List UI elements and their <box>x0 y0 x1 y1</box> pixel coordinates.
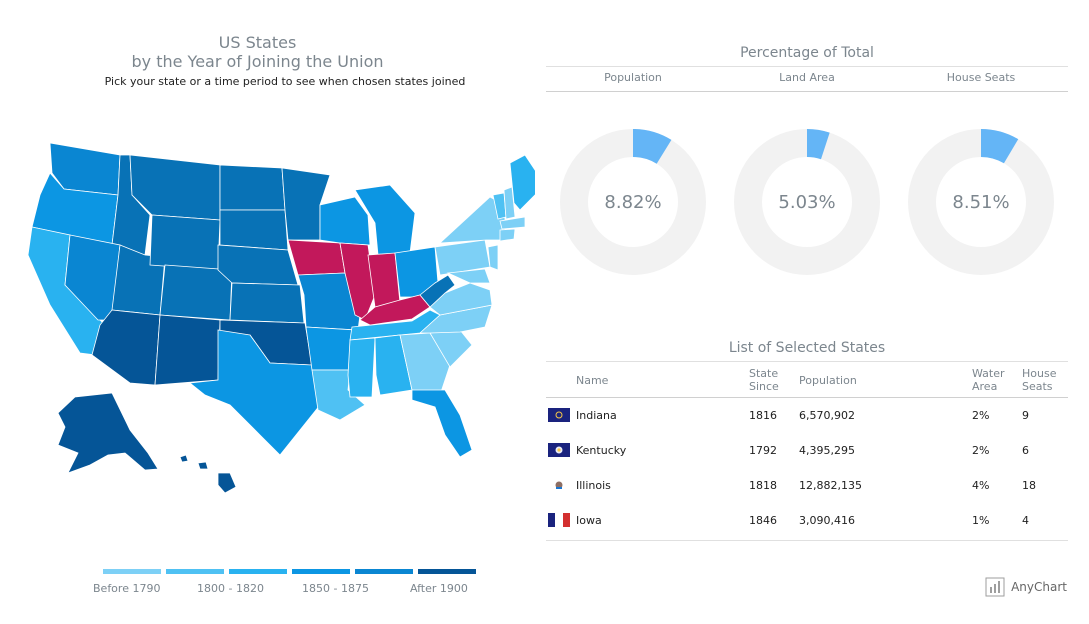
row-name: Illinois <box>576 479 611 492</box>
row-name: Indiana <box>576 409 617 422</box>
state-new-hampshire[interactable] <box>503 186 516 220</box>
table-row[interactable]: Iowa 1846 3,090,416 1% 4 <box>546 506 1068 536</box>
header-state-since: State Since <box>749 367 779 393</box>
state-maryland[interactable] <box>446 268 491 284</box>
state-maine[interactable] <box>509 154 535 211</box>
row-seats: 4 <box>1022 514 1029 527</box>
state-arizona[interactable] <box>91 309 161 386</box>
divider <box>546 540 1068 541</box>
iowa-flag-icon <box>548 513 570 527</box>
row-seats: 9 <box>1022 409 1029 422</box>
state-mississippi[interactable] <box>347 337 376 398</box>
row-water: 2% <box>972 409 990 422</box>
table-row[interactable]: Kentucky 1792 4,395,295 2% 6 <box>546 436 1068 466</box>
table-row[interactable]: Indiana 1816 6,570,902 2% 9 <box>546 401 1068 431</box>
state-hawaii[interactable] <box>179 454 237 494</box>
donut-value: 5.03% <box>778 192 835 213</box>
row-population: 6,570,902 <box>799 409 855 422</box>
state-alaska[interactable] <box>57 392 159 474</box>
header-population: Population <box>799 374 857 387</box>
row-population: 4,395,295 <box>799 444 855 457</box>
donut-fill <box>734 129 880 275</box>
donut-land-area[interactable]: 5.03% <box>733 128 881 276</box>
row-population: 3,090,416 <box>799 514 855 527</box>
donut-value: 8.51% <box>952 192 1009 213</box>
header-water-area: Water Area <box>972 367 1005 393</box>
donut-house-seats[interactable]: 8.51% <box>907 128 1055 276</box>
state-connecticut[interactable] <box>499 228 516 242</box>
donut-fill <box>908 129 1054 275</box>
state-iowa[interactable] <box>287 239 346 276</box>
header-since-line1: State <box>749 367 779 380</box>
divider <box>546 66 1068 67</box>
anychart-logo-icon <box>985 577 1005 597</box>
column-header-population: Population <box>604 71 662 84</box>
divider <box>546 397 1068 398</box>
row-water: 1% <box>972 514 990 527</box>
legend-range-1800-1820[interactable] <box>229 569 287 574</box>
header-since-line2: Since <box>749 380 779 393</box>
anychart-credit[interactable]: AnyChart <box>985 577 1067 597</box>
state-arkansas[interactable] <box>305 326 356 371</box>
row-since: 1818 <box>749 479 777 492</box>
row-since: 1816 <box>749 409 777 422</box>
legend-label-before-1790: Before 1790 <box>93 582 161 595</box>
state-wyoming[interactable] <box>149 214 221 271</box>
divider <box>546 91 1068 92</box>
row-name: Kentucky <box>576 444 627 457</box>
list-title: List of Selected States <box>728 340 886 356</box>
donut-population[interactable]: 8.82% <box>559 128 707 276</box>
state-new-jersey[interactable] <box>487 244 499 271</box>
kentucky-flag-icon <box>548 443 570 457</box>
map-title: US States by the Year of Joining the Uni… <box>0 33 515 71</box>
state-north-dakota[interactable] <box>219 164 286 211</box>
state-massachusetts[interactable] <box>499 216 526 230</box>
table-row[interactable]: Illinois 1818 12,882,135 4% 18 <box>546 471 1068 501</box>
divider <box>546 361 1068 362</box>
legend-range-1790-1800[interactable] <box>166 569 224 574</box>
legend-label-1800-1820: 1800 - 1820 <box>197 582 264 595</box>
state-alabama[interactable] <box>374 334 413 396</box>
header-seats-line2: Seats <box>1022 380 1053 393</box>
header-seats-line1: House <box>1022 367 1057 380</box>
row-seats: 18 <box>1022 479 1036 492</box>
row-population: 12,882,135 <box>799 479 862 492</box>
legend-range-after-1900[interactable] <box>418 569 476 574</box>
state-florida[interactable] <box>411 389 473 458</box>
header-house-seats: House Seats <box>1022 367 1056 393</box>
legend-range-before-1790[interactable] <box>103 569 161 574</box>
state-west-virginia[interactable] <box>419 274 456 308</box>
map-subtitle: Pick your state or a time period to see … <box>104 75 466 88</box>
header-water-line1: Water <box>972 367 1005 380</box>
header-name: Name <box>576 374 609 387</box>
row-since: 1792 <box>749 444 777 457</box>
map-title-line2: by the Year of Joining the Union <box>131 52 384 71</box>
state-wisconsin[interactable] <box>319 196 371 246</box>
row-water: 2% <box>972 444 990 457</box>
us-map[interactable] <box>20 135 535 500</box>
legend-label-after-1900: After 1900 <box>410 582 468 595</box>
column-header-house-seats: House Seats <box>946 71 1016 84</box>
anychart-label: AnyChart <box>1011 580 1067 594</box>
state-south-dakota[interactable] <box>219 209 289 251</box>
state-nebraska[interactable] <box>217 244 299 286</box>
donut-fill <box>560 129 706 275</box>
donut-value: 8.82% <box>604 192 661 213</box>
row-since: 1846 <box>749 514 777 527</box>
legend-range-1820-1850[interactable] <box>292 569 350 574</box>
row-seats: 6 <box>1022 444 1029 457</box>
legend-range-1850-1875[interactable] <box>355 569 413 574</box>
header-water-line2: Area <box>972 380 998 393</box>
percentage-title: Percentage of Total <box>740 45 874 61</box>
state-kansas[interactable] <box>229 282 305 324</box>
illinois-flag-icon <box>548 478 570 492</box>
state-new-mexico[interactable] <box>154 314 221 386</box>
legend-label-1850-1875: 1850 - 1875 <box>302 582 369 595</box>
map-title-line1: US States <box>218 33 297 52</box>
row-water: 4% <box>972 479 990 492</box>
column-header-land-area: Land Area <box>779 71 835 84</box>
row-name: Iowa <box>576 514 602 527</box>
state-texas[interactable] <box>188 329 321 456</box>
indiana-flag-icon <box>548 408 570 422</box>
